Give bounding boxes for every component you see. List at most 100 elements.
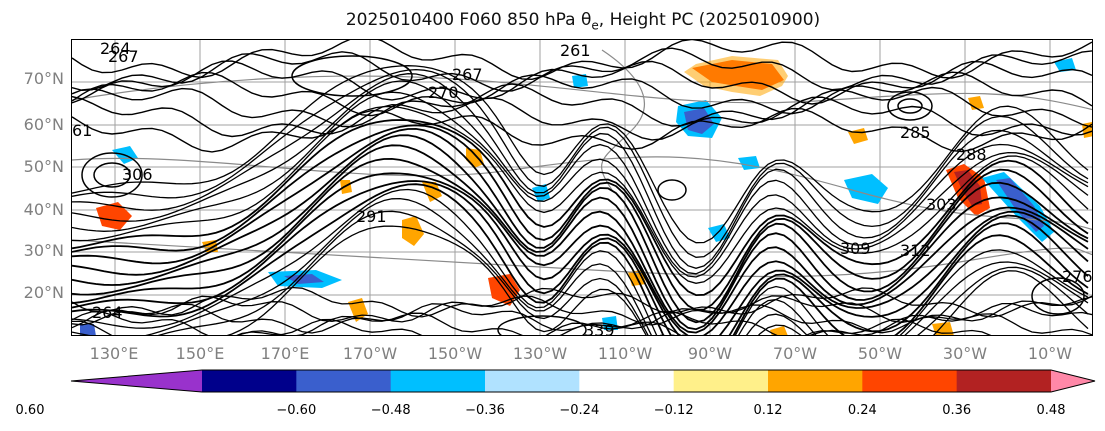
colorbar-segment	[673, 370, 769, 392]
contour-labels: 264 267 267 270 285 288 291 303 309 312 …	[72, 40, 1092, 336]
contour-label: 261	[560, 41, 591, 60]
contour-label: 303	[926, 195, 957, 214]
anomaly-patch	[954, 170, 982, 206]
lon-label-150e: 150°E	[175, 344, 225, 363]
contour-label: 267	[452, 65, 483, 84]
contour-label: 288	[956, 145, 987, 164]
lon-label-130w: 130°W	[512, 344, 568, 363]
title-rest: , Height PC (2025010900)	[598, 10, 821, 30]
colorbar-tick-label: 0.60	[15, 403, 45, 418]
lat-label-60n: 60°N	[23, 115, 64, 134]
theta-e-contour	[72, 119, 1089, 297]
anomaly-patch	[848, 128, 868, 144]
theta-e-contour	[72, 65, 1089, 244]
colorbar-segment	[296, 370, 392, 392]
colorbar-tick-label: −0.24	[559, 403, 600, 418]
colorbar-segment	[768, 370, 863, 392]
colorbar-outline	[70, 369, 1096, 393]
contour-label: 267	[108, 47, 139, 66]
colorbar-tick-label: 0.12	[753, 403, 783, 418]
theta-e-contour	[72, 71, 1092, 117]
theta-e-contour	[72, 80, 1089, 275]
colorbar-segment	[579, 370, 675, 392]
theta-e-contour	[72, 127, 1089, 324]
contour-label: 330	[658, 331, 689, 336]
theta-e-contour	[72, 107, 1092, 153]
lon-label-10w: 10°W	[1027, 344, 1073, 363]
title-subscript: e	[591, 18, 599, 33]
lon-label-50w: 50°W	[857, 344, 903, 363]
map-canvas: 264 267 267 270 285 288 291 303 309 312 …	[72, 40, 1092, 336]
anomaly-patch	[422, 182, 442, 202]
anomaly-patch	[402, 216, 424, 246]
theta-e-contour	[157, 210, 1089, 335]
lon-label-90w: 90°W	[687, 344, 733, 363]
theta-e-contour	[72, 183, 1089, 335]
closed-contour	[897, 98, 923, 114]
closed-contour	[93, 162, 131, 188]
closed-contours	[81, 55, 1085, 335]
colorbar-tick-label: −0.36	[465, 403, 505, 418]
colorbar-extend-high	[1051, 370, 1095, 392]
lon-label-30w: 30°W	[942, 344, 988, 363]
anomaly-patch	[340, 180, 352, 194]
theta-e-contour	[72, 91, 1089, 278]
map-panel: 264 267 267 270 285 288 291 303 309 312 …	[71, 39, 1093, 336]
colorbar-segment	[956, 370, 1052, 392]
anomaly-patch	[1054, 58, 1076, 72]
colorbar-tick-label: 0.24	[847, 403, 877, 418]
lat-label-50n: 50°N	[23, 157, 64, 176]
theta-e-contour	[72, 157, 1089, 335]
colorbar-tick-label: −0.60	[276, 403, 317, 418]
theta-e-contour	[72, 95, 1092, 141]
theta-e-contours	[72, 40, 1092, 335]
lon-label-130e: 130°E	[89, 344, 139, 363]
height-contour	[601, 49, 645, 191]
contour-label: 291	[356, 207, 387, 226]
theta-e-contour	[72, 286, 1092, 318]
closed-contour	[291, 55, 413, 97]
theta-e-contour	[72, 134, 1089, 331]
theta-e-contour	[72, 144, 1089, 334]
lat-label-20n: 20°N	[23, 283, 64, 302]
theta-e-contour	[72, 105, 1089, 284]
title-main: 2025010400 F060 850 hPa θ	[345, 10, 592, 30]
contour-label: 306	[122, 165, 153, 184]
height-contour	[72, 75, 1092, 111]
colorbar-tick-label: 0.48	[1036, 403, 1066, 418]
anomaly-patch	[770, 326, 788, 335]
colorbar-tick-label: 0.36	[942, 403, 972, 418]
lon-label-110w: 110°W	[597, 344, 653, 363]
colorbar	[70, 369, 1096, 393]
anomaly-patch	[968, 96, 984, 110]
theta-e-contour	[72, 40, 1092, 81]
contour-label: 339	[584, 321, 615, 336]
lat-label-40n: 40°N	[23, 200, 64, 219]
colorbar-extend-low	[71, 370, 202, 392]
graticule-lines	[72, 40, 1092, 335]
contour-label: 312	[900, 241, 931, 260]
contour-label: 264	[100, 40, 131, 58]
anomaly-patch	[684, 56, 788, 96]
contour-label: 264	[92, 303, 123, 322]
lon-label-70w: 70°W	[772, 344, 818, 363]
colorbar-segment	[485, 370, 580, 392]
lon-label-170e: 170°E	[260, 344, 310, 363]
contour-label: 285	[900, 123, 931, 142]
theta-e-contour	[72, 68, 1089, 258]
theta-e-contour	[226, 225, 1089, 335]
lon-label-150w: 150°W	[427, 344, 483, 363]
closed-contour	[887, 91, 933, 121]
theta-e-contour	[72, 197, 1089, 335]
anomaly-patch	[738, 156, 760, 170]
theta-e-contour	[72, 60, 1092, 105]
colorbar-tick-label: −0.48	[370, 403, 411, 418]
closed-contour	[1031, 277, 1085, 315]
theta-e-contour	[72, 83, 1092, 128]
contour-label: 309	[840, 239, 871, 258]
lat-label-70n: 70°N	[23, 69, 64, 88]
theta-e-contour	[72, 124, 1089, 311]
anomaly-patch	[96, 202, 132, 230]
anomaly-patch	[572, 74, 588, 88]
anomaly-patch	[80, 324, 96, 335]
